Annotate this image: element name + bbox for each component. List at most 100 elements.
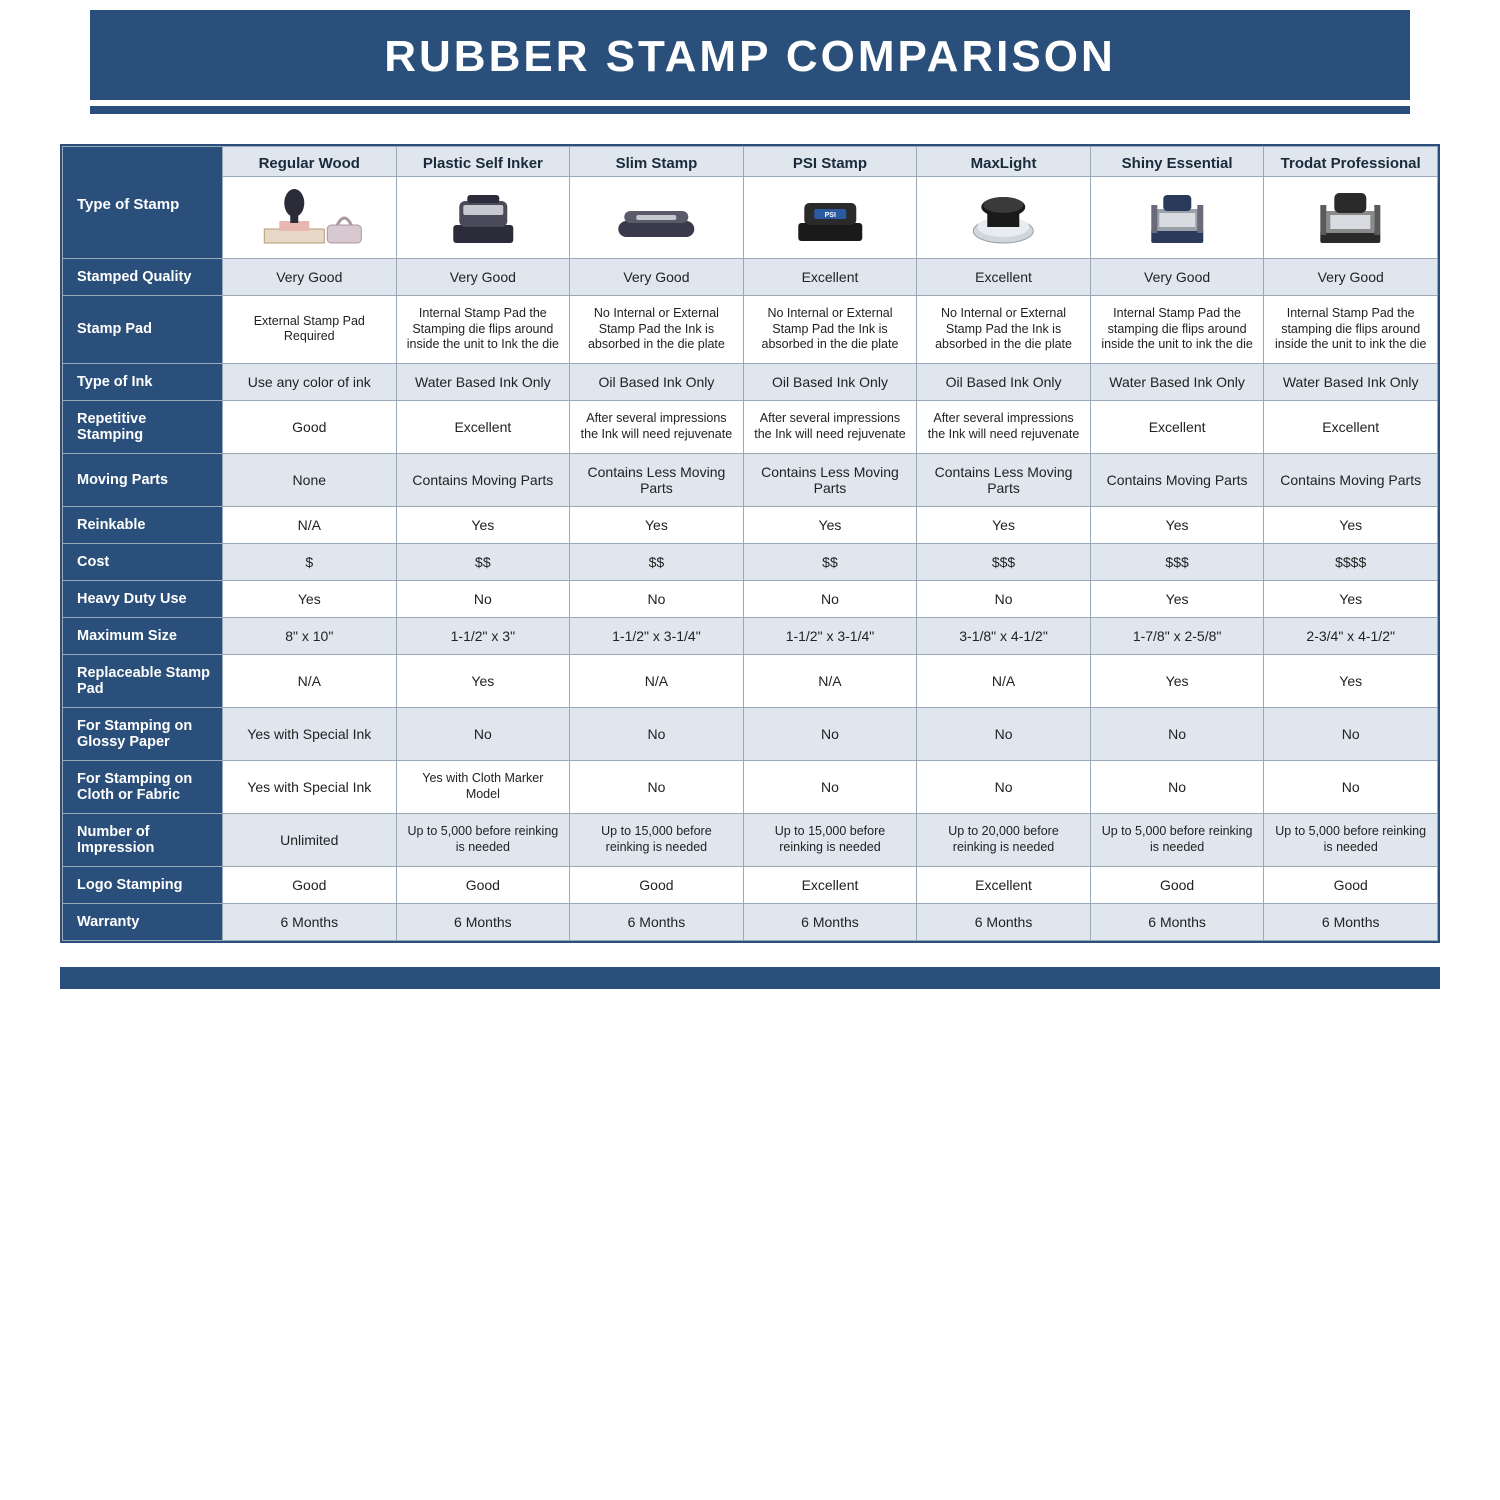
row-label: Stamped Quality bbox=[63, 259, 223, 296]
title-banner: RUBBER STAMP COMPARISON bbox=[90, 10, 1410, 106]
cell: Up to 5,000 before reinking is needed bbox=[396, 813, 570, 866]
row-type-of-ink: Type of Ink Use any color of ink Water B… bbox=[63, 363, 1438, 400]
row-stamp-pad: Stamp Pad External Stamp Pad Required In… bbox=[63, 296, 1438, 364]
cell: No Internal or External Stamp Pad the In… bbox=[917, 296, 1091, 364]
cell: $$ bbox=[396, 543, 570, 580]
row-label: Cost bbox=[63, 543, 223, 580]
cell: $$$$ bbox=[1264, 543, 1438, 580]
cell: Very Good bbox=[1264, 259, 1438, 296]
cell: Yes bbox=[396, 506, 570, 543]
cell: Very Good bbox=[223, 259, 397, 296]
stamp-icon-plastic-self bbox=[396, 177, 570, 259]
cell: No bbox=[917, 760, 1091, 813]
cell: 6 Months bbox=[570, 903, 744, 940]
cell: 3-1/8" x 4-1/2" bbox=[917, 617, 1091, 654]
row-label: For Stamping on Glossy Paper bbox=[63, 707, 223, 760]
cell: 1-1/2" x 3-1/4" bbox=[570, 617, 744, 654]
cell: Unlimited bbox=[223, 813, 397, 866]
row-reinkable: Reinkable N/A Yes Yes Yes Yes Yes Yes bbox=[63, 506, 1438, 543]
cell: 6 Months bbox=[743, 903, 917, 940]
cell: No Internal or External Stamp Pad the In… bbox=[570, 296, 744, 364]
cell: No bbox=[396, 580, 570, 617]
cell: 8" x 10" bbox=[223, 617, 397, 654]
col-shiny: Shiny Essential bbox=[1090, 147, 1264, 177]
cell: No bbox=[743, 707, 917, 760]
cell: Excellent bbox=[1090, 400, 1264, 453]
cell: Contains Less Moving Parts bbox=[570, 453, 744, 506]
cell: External Stamp Pad Required bbox=[223, 296, 397, 364]
cell: No Internal or External Stamp Pad the In… bbox=[743, 296, 917, 364]
cell: No bbox=[396, 707, 570, 760]
cell: $$ bbox=[570, 543, 744, 580]
stamp-icon-shiny bbox=[1090, 177, 1264, 259]
row-label: Warranty bbox=[63, 903, 223, 940]
cell: Water Based Ink Only bbox=[1264, 363, 1438, 400]
cell: Excellent bbox=[917, 866, 1091, 903]
cell: N/A bbox=[917, 654, 1091, 707]
cell: Up to 15,000 before reinking is needed bbox=[743, 813, 917, 866]
page-title: RUBBER STAMP COMPARISON bbox=[90, 32, 1410, 82]
stamp-icon-regular-wood bbox=[223, 177, 397, 259]
cell: Contains Less Moving Parts bbox=[743, 453, 917, 506]
cell: Contains Moving Parts bbox=[396, 453, 570, 506]
cell: Yes bbox=[223, 580, 397, 617]
cell: Up to 5,000 before reinking is needed bbox=[1264, 813, 1438, 866]
cell: 1-7/8" x 2-5/8" bbox=[1090, 617, 1264, 654]
row-cost: Cost $ $$ $$ $$ $$$ $$$ $$$$ bbox=[63, 543, 1438, 580]
header-row: Type of Stamp Regular Wood Plastic Self … bbox=[63, 147, 1438, 177]
cell: Excellent bbox=[743, 866, 917, 903]
cell: No bbox=[1264, 760, 1438, 813]
cell: Good bbox=[223, 400, 397, 453]
row-logo: Logo Stamping Good Good Good Excellent E… bbox=[63, 866, 1438, 903]
cell: Yes bbox=[1264, 654, 1438, 707]
comparison-table-wrap: Type of Stamp Regular Wood Plastic Self … bbox=[60, 144, 1440, 943]
cell: N/A bbox=[223, 654, 397, 707]
cell: Yes bbox=[1264, 580, 1438, 617]
cell: $$$ bbox=[917, 543, 1091, 580]
row-label: Logo Stamping bbox=[63, 866, 223, 903]
row-heavy-duty: Heavy Duty Use Yes No No No No Yes Yes bbox=[63, 580, 1438, 617]
cell: Very Good bbox=[1090, 259, 1264, 296]
cell: 1-1/2" x 3" bbox=[396, 617, 570, 654]
cell: $$ bbox=[743, 543, 917, 580]
cell: Contains Moving Parts bbox=[1264, 453, 1438, 506]
col-slim: Slim Stamp bbox=[570, 147, 744, 177]
cell: Water Based Ink Only bbox=[396, 363, 570, 400]
cell: Good bbox=[223, 866, 397, 903]
cell: Yes with Special Ink bbox=[223, 760, 397, 813]
stamp-icon-trodat bbox=[1264, 177, 1438, 259]
cell: Good bbox=[1264, 866, 1438, 903]
row-impressions: Number of Impression Unlimited Up to 5,0… bbox=[63, 813, 1438, 866]
row-label: For Stamping on Cloth or Fabric bbox=[63, 760, 223, 813]
row-label: Maximum Size bbox=[63, 617, 223, 654]
image-row: PSI bbox=[63, 177, 1438, 259]
cell: No bbox=[1090, 707, 1264, 760]
cell: None bbox=[223, 453, 397, 506]
cell: Oil Based Ink Only bbox=[917, 363, 1091, 400]
row-label: Replaceable Stamp Pad bbox=[63, 654, 223, 707]
cell: No bbox=[1264, 707, 1438, 760]
banner-underline bbox=[90, 106, 1410, 114]
cell: Oil Based Ink Only bbox=[570, 363, 744, 400]
footer-bar bbox=[60, 967, 1440, 989]
cell: No bbox=[1090, 760, 1264, 813]
row-glossy: For Stamping on Glossy Paper Yes with Sp… bbox=[63, 707, 1438, 760]
cell: Internal Stamp Pad the stamping die flip… bbox=[1264, 296, 1438, 364]
cell: Yes bbox=[1090, 654, 1264, 707]
cell: Yes bbox=[743, 506, 917, 543]
row-label: Type of Ink bbox=[63, 363, 223, 400]
stamp-icon-slim bbox=[570, 177, 744, 259]
cell: Up to 20,000 before reinking is needed bbox=[917, 813, 1091, 866]
cell: No bbox=[743, 760, 917, 813]
svg-text:PSI: PSI bbox=[824, 212, 835, 219]
row-label: Moving Parts bbox=[63, 453, 223, 506]
cell: Internal Stamp Pad the Stamping die flip… bbox=[396, 296, 570, 364]
cell: Contains Less Moving Parts bbox=[917, 453, 1091, 506]
cell: N/A bbox=[223, 506, 397, 543]
cell: No bbox=[743, 580, 917, 617]
col-trodat: Trodat Professional bbox=[1264, 147, 1438, 177]
row-warranty: Warranty 6 Months 6 Months 6 Months 6 Mo… bbox=[63, 903, 1438, 940]
cell: Excellent bbox=[1264, 400, 1438, 453]
cell: Yes bbox=[570, 506, 744, 543]
cell: 6 Months bbox=[1264, 903, 1438, 940]
